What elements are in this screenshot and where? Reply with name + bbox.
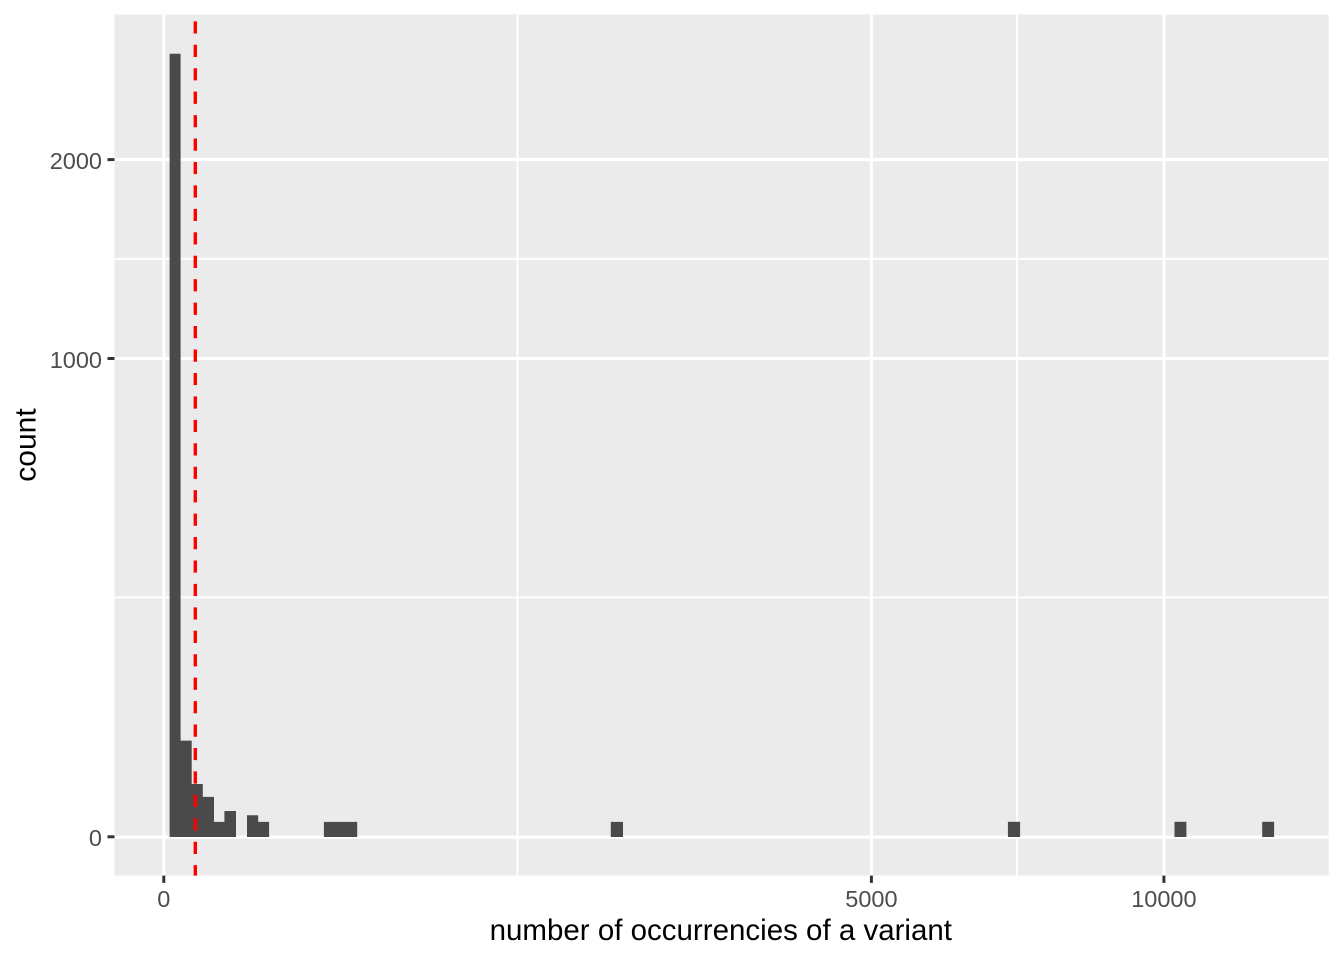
svg-text:2000: 2000 — [50, 148, 102, 174]
svg-text:1000: 1000 — [50, 347, 102, 373]
svg-text:count: count — [10, 408, 43, 482]
svg-text:0: 0 — [157, 886, 170, 912]
svg-text:5000: 5000 — [845, 886, 897, 912]
svg-text:0: 0 — [89, 825, 102, 851]
svg-text:10000: 10000 — [1131, 886, 1196, 912]
svg-text:number of occurrencies of a va: number of occurrencies of a variant — [490, 914, 952, 947]
